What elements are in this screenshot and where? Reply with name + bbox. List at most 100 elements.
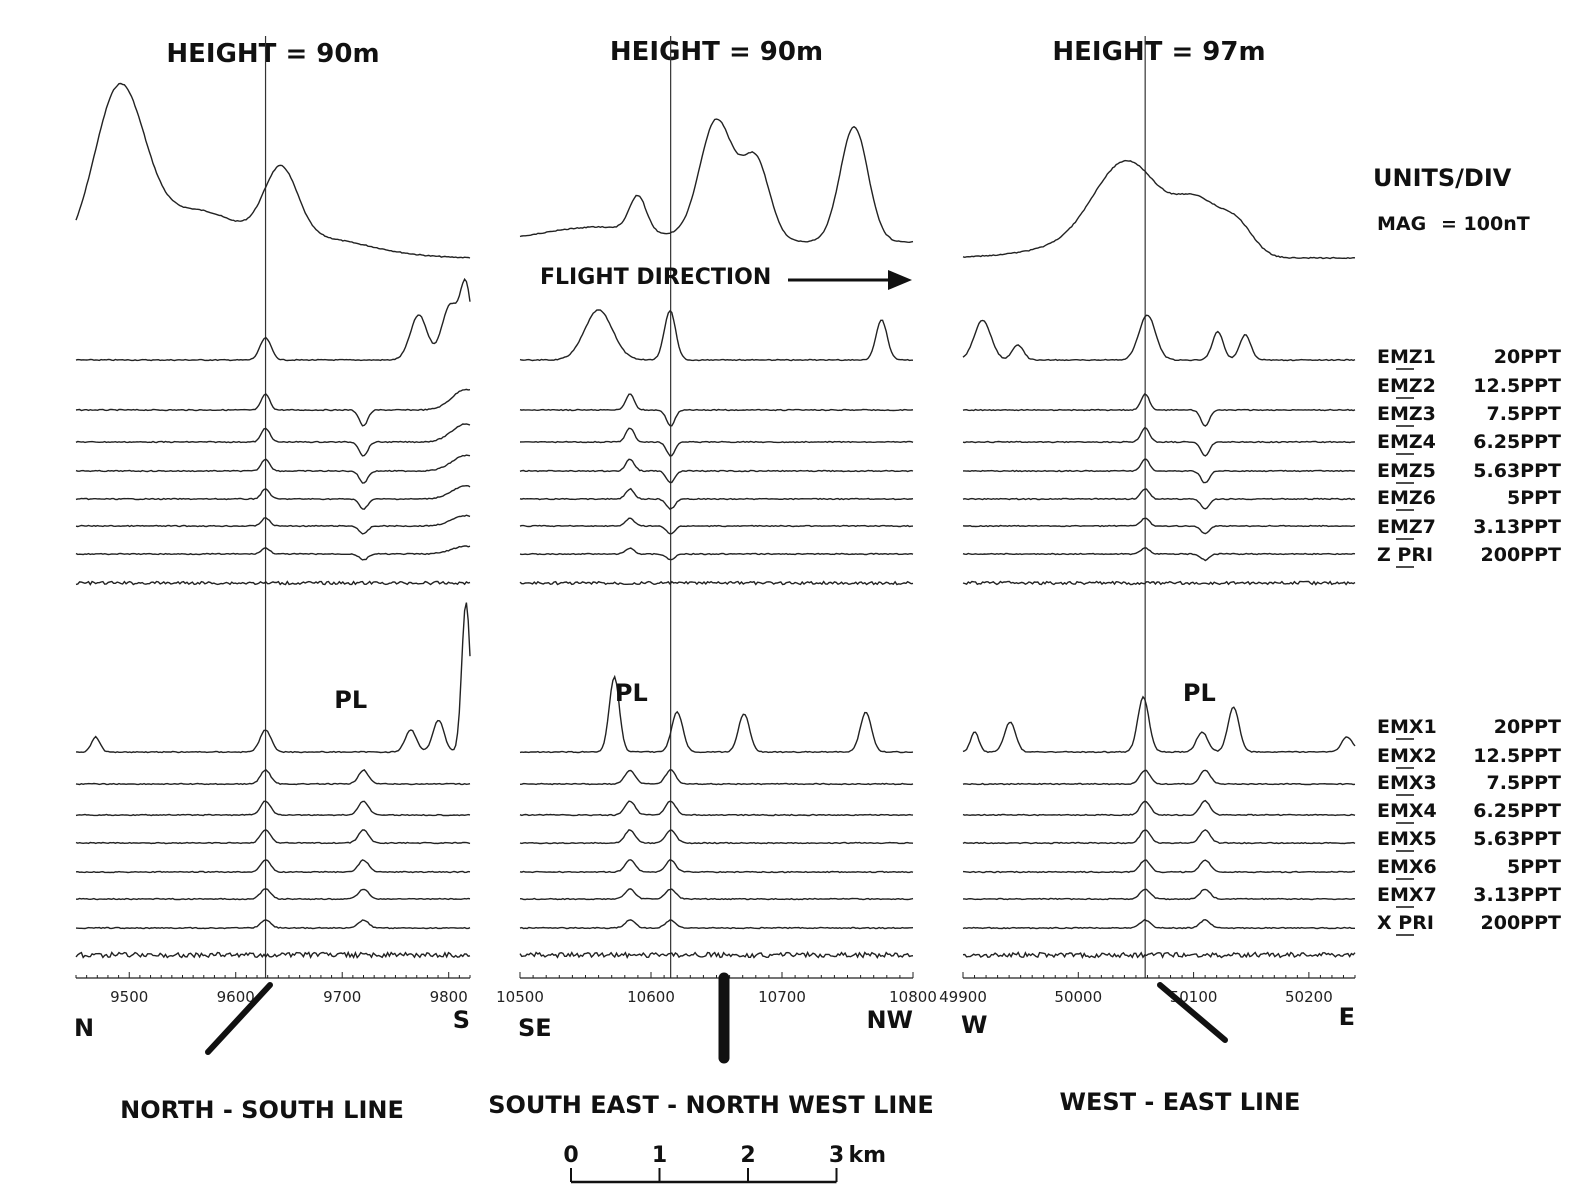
legend-channel-scale: 7.5PPT [1487,772,1562,794]
emz7-trace [519,547,914,561]
legend-channel-name: Z PRI [1377,544,1433,566]
legend-channel-name: EMX3 [1377,772,1437,794]
line-title: WEST - EAST LINE [1060,1088,1301,1116]
x-tick-label: 9600 [217,988,255,1006]
legend-entry: EMZ2 12.5PPT [1377,375,1561,399]
x-tick-label: 10800 [889,988,937,1006]
pl-label: PL [334,686,367,714]
emz6-trace [519,517,914,535]
legend-entry: EMX3 7.5PPT [1377,772,1562,796]
legend-channel-name: EMX2 [1377,745,1437,767]
legend-channel-name: EMZ5 [1377,460,1436,482]
scale-bar-tick-label: 3 [829,1143,844,1168]
legend-entry: EMZ7 3.13PPT [1377,516,1561,540]
channel-legend: MAG = 100nT EMZ1 20PPT EMZ2 12.5PPT EMZ3 7.5PPT… [1377,213,1562,936]
emz2-trace [75,388,471,427]
emz1-trace [75,277,471,362]
legend-channel-scale: 5PPT [1507,487,1561,509]
line-title: NORTH - SOUTH LINE [120,1096,404,1124]
mag-trace [962,159,1356,260]
emz3-trace [75,423,471,457]
emx5-trace [519,858,914,874]
legend-entry: EMZ4 6.25PPT [1377,431,1561,455]
legend-entry: MAG = 100nT [1377,213,1530,235]
x-tick-label: 9500 [110,988,148,1006]
x-tick-label: 50000 [1054,988,1102,1006]
legend-entry: EMX2 12.5PPT [1377,745,1561,769]
legend-channel-scale: 12.5PPT [1473,375,1561,397]
legend-channel-scale: 6.25PPT [1473,431,1561,453]
emz8-trace [962,580,1356,586]
emz4-trace [519,458,914,484]
mag-trace [75,82,471,259]
emx1-trace [962,695,1356,754]
legend-channel-scale: 6.25PPT [1473,800,1561,822]
legend-channel-scale: 3.13PPT [1473,516,1561,538]
emx6-trace [519,888,914,901]
emx3-trace [75,800,471,817]
emz1-trace [519,309,913,362]
legend-channel-scale: 5.63PPT [1473,828,1561,850]
legend-channel-name: EMZ6 [1377,487,1436,509]
scale-bar-tick-label: 1 [652,1143,667,1168]
legend-channel-scale: 3.13PPT [1473,884,1561,906]
legend-entry: X PRI 200PPT [1377,912,1562,936]
pl-label: PL [615,679,648,707]
emz8-trace [75,580,471,586]
emx3-trace [962,799,1356,817]
x-tick-label: 9700 [323,988,361,1006]
emz2-trace [962,392,1356,427]
legend-entry: EMX5 5.63PPT [1377,828,1561,852]
emx7-trace [519,919,914,930]
emx4-trace [75,829,471,845]
emx5-trace [962,859,1355,874]
line-orientation-indicator [1157,982,1228,1043]
legend-channel-name: EMX5 [1377,828,1437,850]
emx2-trace [962,769,1356,786]
legend-channel-name: EMZ4 [1377,431,1436,453]
legend-channel-name: EMX4 [1377,800,1437,822]
direction-left-label: N [74,1014,94,1042]
line-orientation-indicator [205,982,273,1055]
legend-channel-scale: 200PPT [1481,912,1562,934]
emx2-trace [519,768,914,786]
legend-channel-scale: 12.5PPT [1473,745,1561,767]
legend-entry: EMX4 6.25PPT [1377,800,1561,824]
legend-entry: Z PRI 200PPT [1377,544,1562,568]
scale-bar-unit: km [849,1143,887,1168]
emz3-trace [519,427,914,457]
emx4-trace [519,828,914,845]
legend-channel-scale: 7.5PPT [1487,403,1562,425]
emz4-trace [963,458,1356,484]
emx4-trace [962,829,1356,845]
emx8-trace [519,950,914,959]
legend-entry: EMZ1 20PPT [1377,346,1561,370]
emz8-trace [519,580,914,586]
legend-channel-scale: 20PPT [1494,716,1561,738]
legend-entry: EMZ6 5PPT [1377,487,1561,511]
legend-channel-scale: 5PPT [1507,856,1561,878]
legend-channel-name: EMZ1 [1377,346,1436,368]
legend-channel-name: MAG [1377,213,1426,235]
emx5-trace [75,859,471,874]
line-title: SOUTH EAST - NORTH WEST LINE [488,1091,934,1119]
flight-direction-label: FLIGHT DIRECTION [540,265,771,290]
mag-trace [519,118,914,244]
direction-right-label: E [1339,1003,1355,1031]
x-tick-label: 10700 [758,988,806,1006]
legend-channel-name: EMZ3 [1377,403,1436,425]
legend-channel-scale: 20PPT [1494,346,1561,368]
emx2-trace [75,768,471,786]
legend-channel-scale: 200PPT [1481,544,1562,566]
direction-left-label: SE [518,1014,552,1042]
emz4-trace [75,454,471,484]
emx6-trace [963,888,1356,901]
direction-right-label: S [453,1006,470,1034]
emz7-trace [962,547,1356,562]
x-tick-label: 49900 [939,988,987,1006]
emx3-trace [519,800,914,817]
flight-direction-arrow-icon [788,270,912,290]
legend-channel-scale: = 100nT [1441,213,1530,235]
profile-panels: HEIGHT = 90m PL 9500 9600 9700 9800 N S NORTH - … [74,36,1356,1124]
